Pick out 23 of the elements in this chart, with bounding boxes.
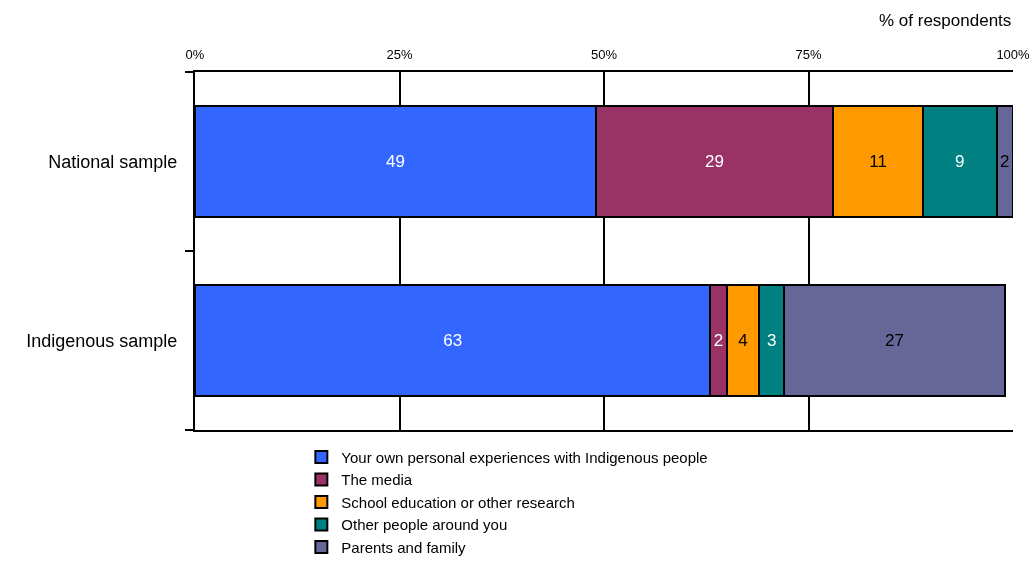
data-label: 63 bbox=[443, 331, 463, 350]
legend-label: Parents and family bbox=[341, 538, 467, 556]
data-label: 11 bbox=[869, 152, 887, 171]
x-tick-label: 75% bbox=[795, 46, 822, 62]
legend-label: School education or other research bbox=[341, 493, 575, 511]
y-tick-label: Indigenous sample bbox=[26, 330, 178, 351]
data-label: 2 bbox=[713, 331, 724, 350]
data-label: 27 bbox=[884, 331, 904, 350]
data-label: 49 bbox=[385, 152, 405, 171]
y-tick-label: National sample bbox=[48, 151, 178, 172]
x-axis-title: % of respondents bbox=[879, 11, 1012, 30]
data-label: 4 bbox=[738, 331, 748, 350]
data-label: 2 bbox=[1000, 152, 1010, 171]
legend-label: Other people around you bbox=[341, 516, 508, 534]
x-tick-label: 50% bbox=[590, 46, 618, 62]
data-label: 9 bbox=[955, 152, 965, 171]
x-tick-label: 0% bbox=[185, 46, 205, 62]
data-label: 3 bbox=[766, 331, 777, 350]
x-tick-label: 100% bbox=[996, 46, 1031, 62]
legend-label: Your own personal experiences with Indigenous people bbox=[341, 448, 708, 466]
data-label: 29 bbox=[704, 152, 724, 171]
legend-label: The media bbox=[341, 471, 413, 489]
x-tick-label: 25% bbox=[386, 46, 413, 62]
